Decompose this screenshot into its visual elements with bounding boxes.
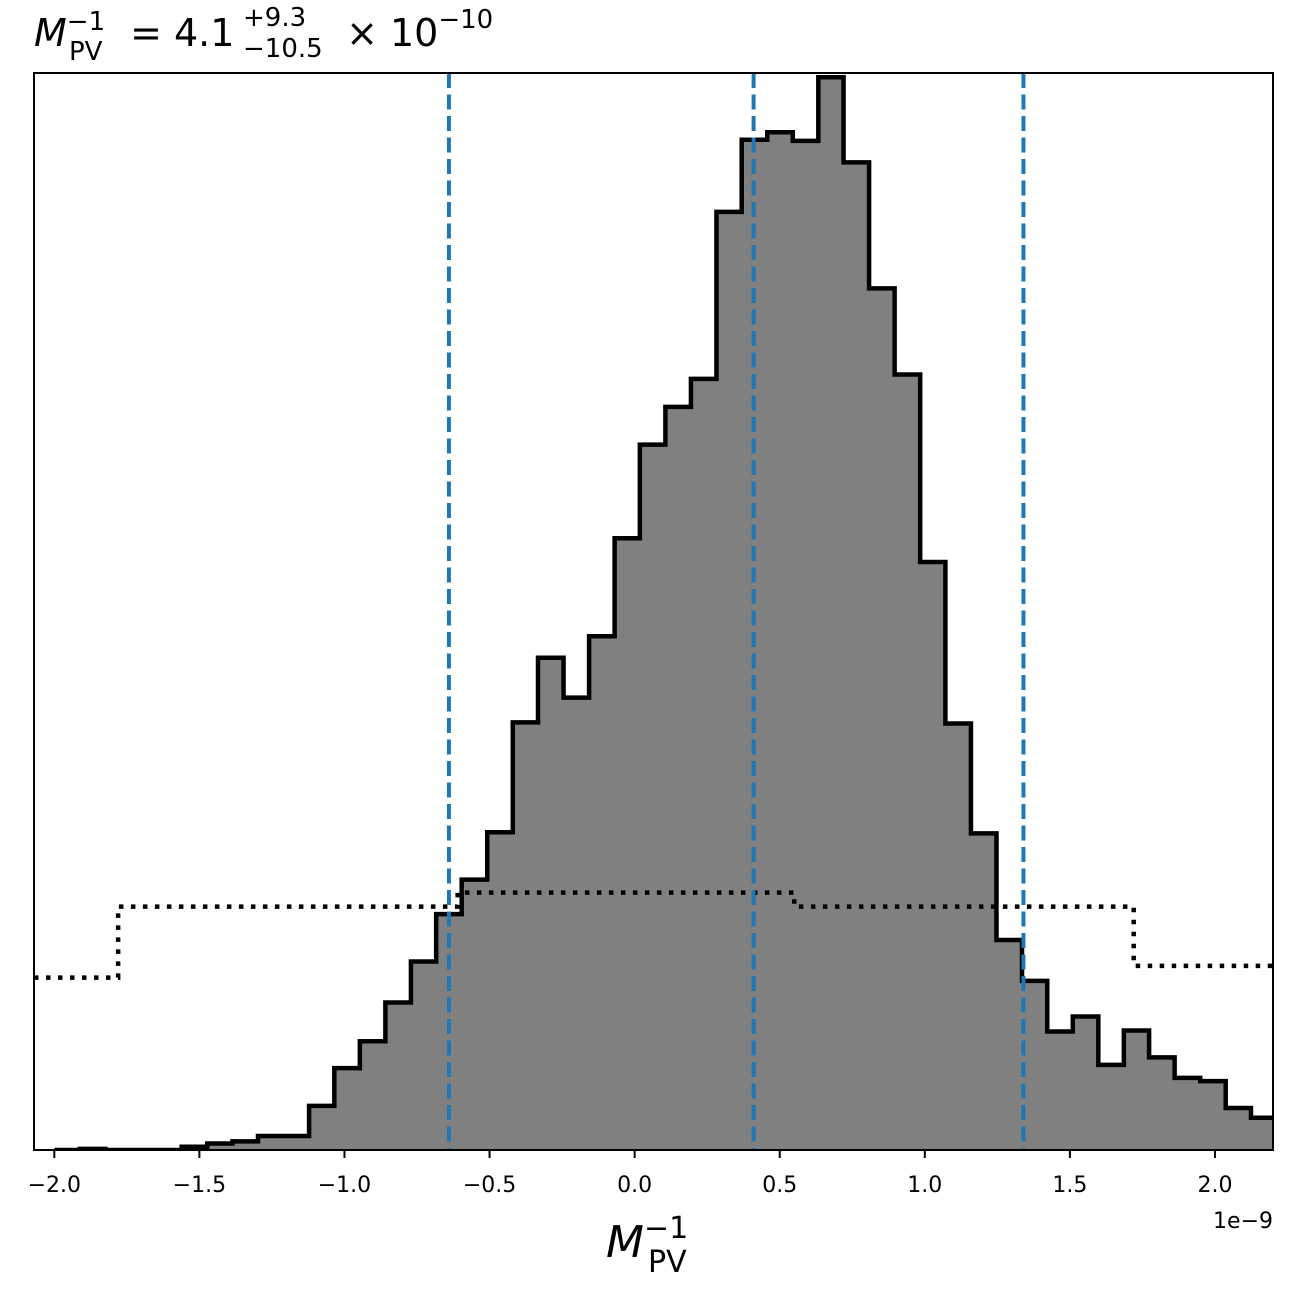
x-tick-label: 0.5 bbox=[762, 1173, 797, 1198]
histogram-bar bbox=[1047, 1031, 1074, 1150]
title-scale: × 10 bbox=[334, 11, 438, 55]
title-value: 4.1 bbox=[174, 11, 234, 55]
histogram-bar bbox=[1225, 1107, 1252, 1150]
title-symbol: M bbox=[34, 11, 67, 55]
x-tick-label: −2.0 bbox=[28, 1173, 81, 1198]
prior-line bbox=[34, 890, 1273, 980]
histogram-bar bbox=[690, 378, 718, 1150]
xlabel-superscript: −1 bbox=[644, 1211, 688, 1246]
histogram-bar bbox=[1072, 1016, 1099, 1150]
histogram-bar bbox=[334, 1068, 361, 1150]
histogram-outline bbox=[54, 75, 1273, 1150]
histogram-bar bbox=[385, 1002, 412, 1150]
plot-frame bbox=[33, 72, 1274, 1151]
histogram-bar bbox=[1250, 1117, 1273, 1150]
histogram-bar bbox=[359, 1041, 386, 1150]
histogram-bar bbox=[894, 374, 921, 1150]
histogram-bar bbox=[970, 833, 998, 1150]
histogram-bar bbox=[1149, 1057, 1176, 1150]
histogram-bar bbox=[1123, 1030, 1150, 1150]
histogram-bar bbox=[639, 444, 666, 1150]
title-subscript: PV bbox=[69, 37, 103, 67]
x-tick-label: −0.5 bbox=[463, 1173, 516, 1198]
x-tick-label: 0.0 bbox=[617, 1173, 652, 1198]
histogram-bar bbox=[996, 939, 1023, 1150]
title-lower-error: −10.5 bbox=[243, 34, 323, 64]
x-axis: −2.0 −1.5 −1.0 −0.5 0.0 0.5 1.0 1.5 2.0 bbox=[28, 1150, 1232, 1198]
histogram-bar bbox=[818, 77, 845, 1150]
histogram-bar bbox=[512, 722, 539, 1150]
histogram-bar bbox=[1200, 1081, 1227, 1150]
histogram-bar bbox=[232, 1141, 259, 1150]
histogram-bar bbox=[309, 1105, 335, 1150]
histogram-bar bbox=[1098, 1064, 1125, 1150]
histogram-bar bbox=[258, 1135, 285, 1150]
histogram-bar bbox=[207, 1143, 234, 1150]
chart-title: M−1 PV = 4.1 +9.3 −10.5 × 10−10 bbox=[34, 3, 493, 67]
x-tick-label: 1.5 bbox=[1052, 1173, 1087, 1198]
histogram-bar bbox=[767, 132, 794, 1150]
histogram-layer bbox=[54, 75, 1273, 1150]
x-tick-label: 2.0 bbox=[1197, 1173, 1232, 1198]
histogram-bar bbox=[716, 211, 743, 1150]
x-tick-label: 1.0 bbox=[907, 1173, 942, 1198]
histogram-bar bbox=[920, 561, 947, 1150]
title-upper-error: +9.3 bbox=[243, 3, 306, 33]
xlabel-symbol: M bbox=[606, 1217, 644, 1268]
histogram-bar bbox=[843, 162, 870, 1150]
histogram-bar bbox=[869, 288, 896, 1150]
histogram-bar bbox=[1174, 1077, 1201, 1150]
x-tick-label: −1.0 bbox=[318, 1173, 371, 1198]
x-offset-label: 1e−9 bbox=[1213, 1209, 1273, 1234]
histogram-bar bbox=[1022, 980, 1048, 1150]
histogram-bar bbox=[792, 140, 819, 1150]
histogram-bar bbox=[945, 723, 972, 1150]
plot-area bbox=[33, 72, 1274, 1151]
histogram-bar bbox=[563, 697, 590, 1150]
quantile-layer bbox=[446, 73, 1026, 1150]
xlabel-subscript: PV bbox=[648, 1245, 687, 1280]
title-superscript: −1 bbox=[67, 7, 105, 37]
histogram-bar bbox=[283, 1135, 310, 1150]
prior-layer bbox=[34, 890, 1273, 980]
x-tick-label: −1.5 bbox=[173, 1173, 226, 1198]
histogram-bar bbox=[410, 961, 437, 1150]
histogram-bar bbox=[461, 879, 488, 1150]
histogram-bar bbox=[487, 832, 514, 1150]
x-axis-label: M−1 PV bbox=[606, 1211, 688, 1280]
title-equals: = bbox=[118, 11, 174, 55]
histogram-bar bbox=[665, 406, 692, 1150]
histogram-bar bbox=[538, 657, 565, 1150]
histogram-bar bbox=[614, 538, 641, 1150]
title-scale-exponent: −10 bbox=[438, 5, 493, 35]
